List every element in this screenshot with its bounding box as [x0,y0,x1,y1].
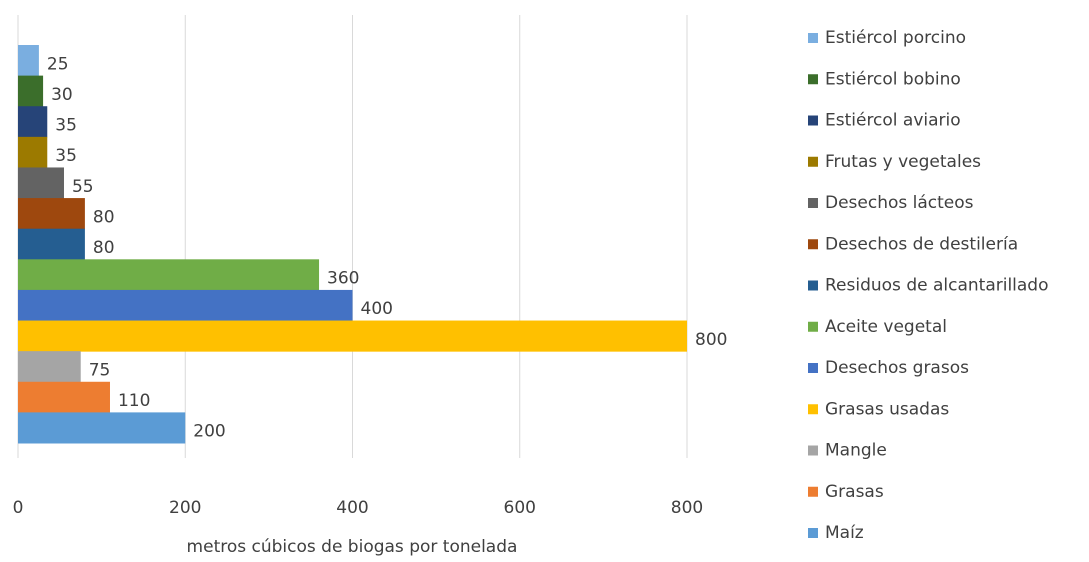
legend-label: Estiércol bobino [825,69,961,89]
value-label: 80 [93,238,115,258]
legend-label: Frutas y vegetales [825,152,981,172]
legend-swatch [808,363,818,373]
legend-swatch [808,486,818,497]
x-tick-label: 200 [169,498,201,518]
value-label: 800 [695,330,727,350]
legend-label: Aceite vegetal [825,317,947,337]
legend-label: Grasas usadas [825,399,949,419]
legend-label: Mangle [825,441,887,461]
legend-swatch [808,528,818,538]
bar [18,320,687,352]
legend-swatch [808,115,818,126]
bar [18,412,186,444]
legend-swatch [808,321,818,332]
legend-swatch [808,156,818,167]
legend-label: Desechos grasos [825,358,969,378]
bar [18,351,81,383]
legend-swatch [808,404,818,415]
legend-swatch [808,239,818,250]
bar [18,75,44,107]
value-label: 55 [72,177,94,197]
bar [18,228,85,260]
value-label: 35 [55,116,77,136]
legend-swatch [808,198,818,208]
value-label: 200 [193,422,225,442]
legend-label: Residuos de alcantarillado [825,276,1049,296]
legend-swatch [808,33,818,43]
value-label: 80 [93,207,115,227]
bar [18,259,320,291]
legend-label: Estiércol porcino [825,28,966,48]
bar [18,289,353,322]
legend-label: Estiércol aviario [825,111,961,131]
value-label: 30 [51,85,73,105]
x-axis-label: metros cúbicos de biogas por tonelada [187,537,518,557]
value-label: 360 [327,269,359,289]
legend-swatch [808,445,818,456]
legend-label: Desechos de destilería [825,234,1018,254]
value-label: 25 [47,54,69,74]
bar [18,45,39,77]
legend-swatch [808,74,818,85]
bar [18,381,110,413]
x-tick-label: 600 [504,498,536,518]
value-label: 75 [89,360,111,380]
bar [18,106,48,138]
value-label: 400 [361,299,393,319]
legend-swatch [808,280,818,291]
legend-label: Desechos lácteos [825,193,974,213]
bar [18,198,85,230]
bar [18,136,48,168]
legend-label: Maíz [825,523,864,543]
x-tick-label: 800 [671,498,703,518]
value-label: 35 [55,146,77,166]
x-tick-label: 0 [13,498,24,518]
bar [18,167,64,199]
value-label: 110 [118,391,150,411]
legend-label: Grasas [825,482,884,502]
x-tick-label: 400 [336,498,368,518]
